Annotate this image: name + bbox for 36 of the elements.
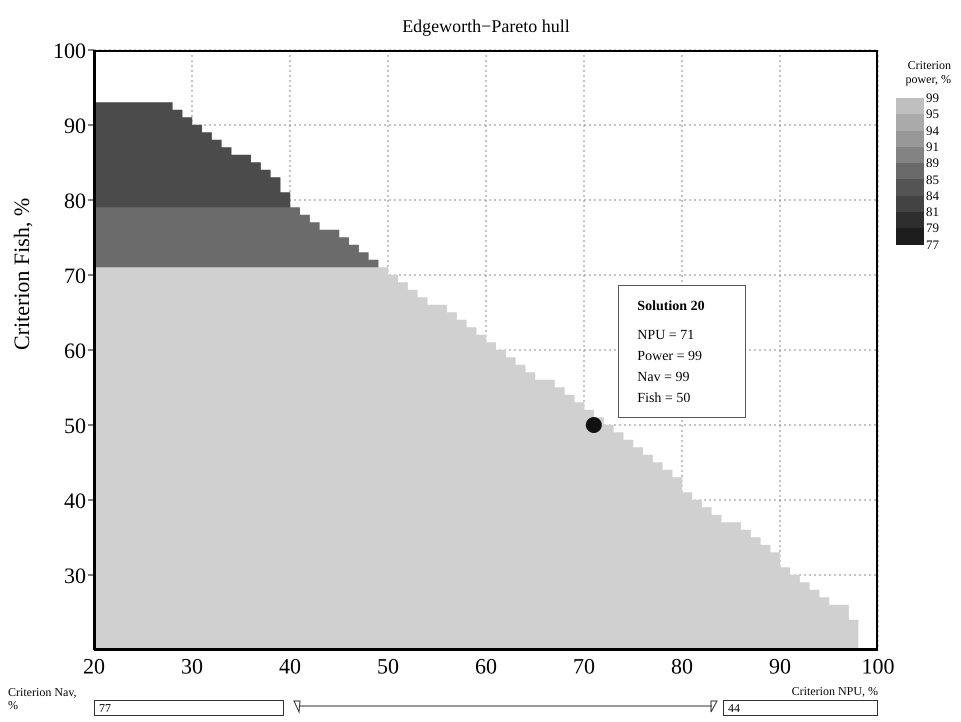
color-bar-label: 79 bbox=[926, 220, 939, 236]
text-field: 44 bbox=[723, 700, 878, 716]
y-tick-label: 40 bbox=[64, 488, 86, 513]
color-bar-label: 94 bbox=[926, 122, 939, 139]
x-tick-label: 40 bbox=[279, 654, 301, 679]
x-tick-label: 60 bbox=[475, 654, 497, 679]
chart-title: Edgeworth−Pareto hull bbox=[401, 16, 571, 37]
annotation: Solution 20 NPU = 71 Power = 99 Nav = 99 Fish = 50 bbox=[637, 298, 706, 408]
color-bar-label: 81 bbox=[926, 204, 939, 220]
y-tick-label: 30 bbox=[64, 562, 86, 588]
x-tick-label: 70 bbox=[573, 654, 595, 679]
y-tick-label: 100 bbox=[53, 38, 86, 63]
x-tick-label: 100 bbox=[862, 654, 894, 679]
color-bar-label: 95 bbox=[926, 106, 939, 122]
color-bar-label: 89 bbox=[926, 155, 939, 172]
y-tick-label: 50 bbox=[64, 412, 86, 438]
text: Criterion NPU, % bbox=[790, 684, 878, 699]
y-axis-title: Criterion Fish, % bbox=[9, 198, 35, 350]
y-tick-label: 60 bbox=[64, 338, 86, 363]
x-tick-label: 20 bbox=[83, 654, 105, 679]
text-field: 77 bbox=[94, 700, 284, 716]
text: Criterion Nav, % bbox=[8, 685, 78, 712]
x-tick-label: 90 bbox=[769, 654, 791, 679]
color-bar-label: 85 bbox=[926, 172, 939, 188]
callout-box: Solution 20 NPU = 71 Power = 99 Nav = 99 Fish = 50 bbox=[618, 284, 746, 418]
x-tick-label: 80 bbox=[671, 654, 693, 679]
y-tick-label: 70 bbox=[64, 262, 86, 288]
x-tick-label: 50 bbox=[377, 654, 399, 679]
x-tick-label: 30 bbox=[181, 654, 203, 679]
color-bar-label: 84 bbox=[926, 188, 939, 204]
color-bar-title: Criterion power, % bbox=[904, 58, 951, 86]
y-tick-label: 80 bbox=[64, 188, 86, 213]
color-bar-label: 99 bbox=[926, 90, 939, 106]
color-bar-label: 91 bbox=[926, 138, 939, 155]
color-bar-label: 77 bbox=[926, 236, 939, 253]
y-tick-label: 90 bbox=[64, 112, 86, 138]
